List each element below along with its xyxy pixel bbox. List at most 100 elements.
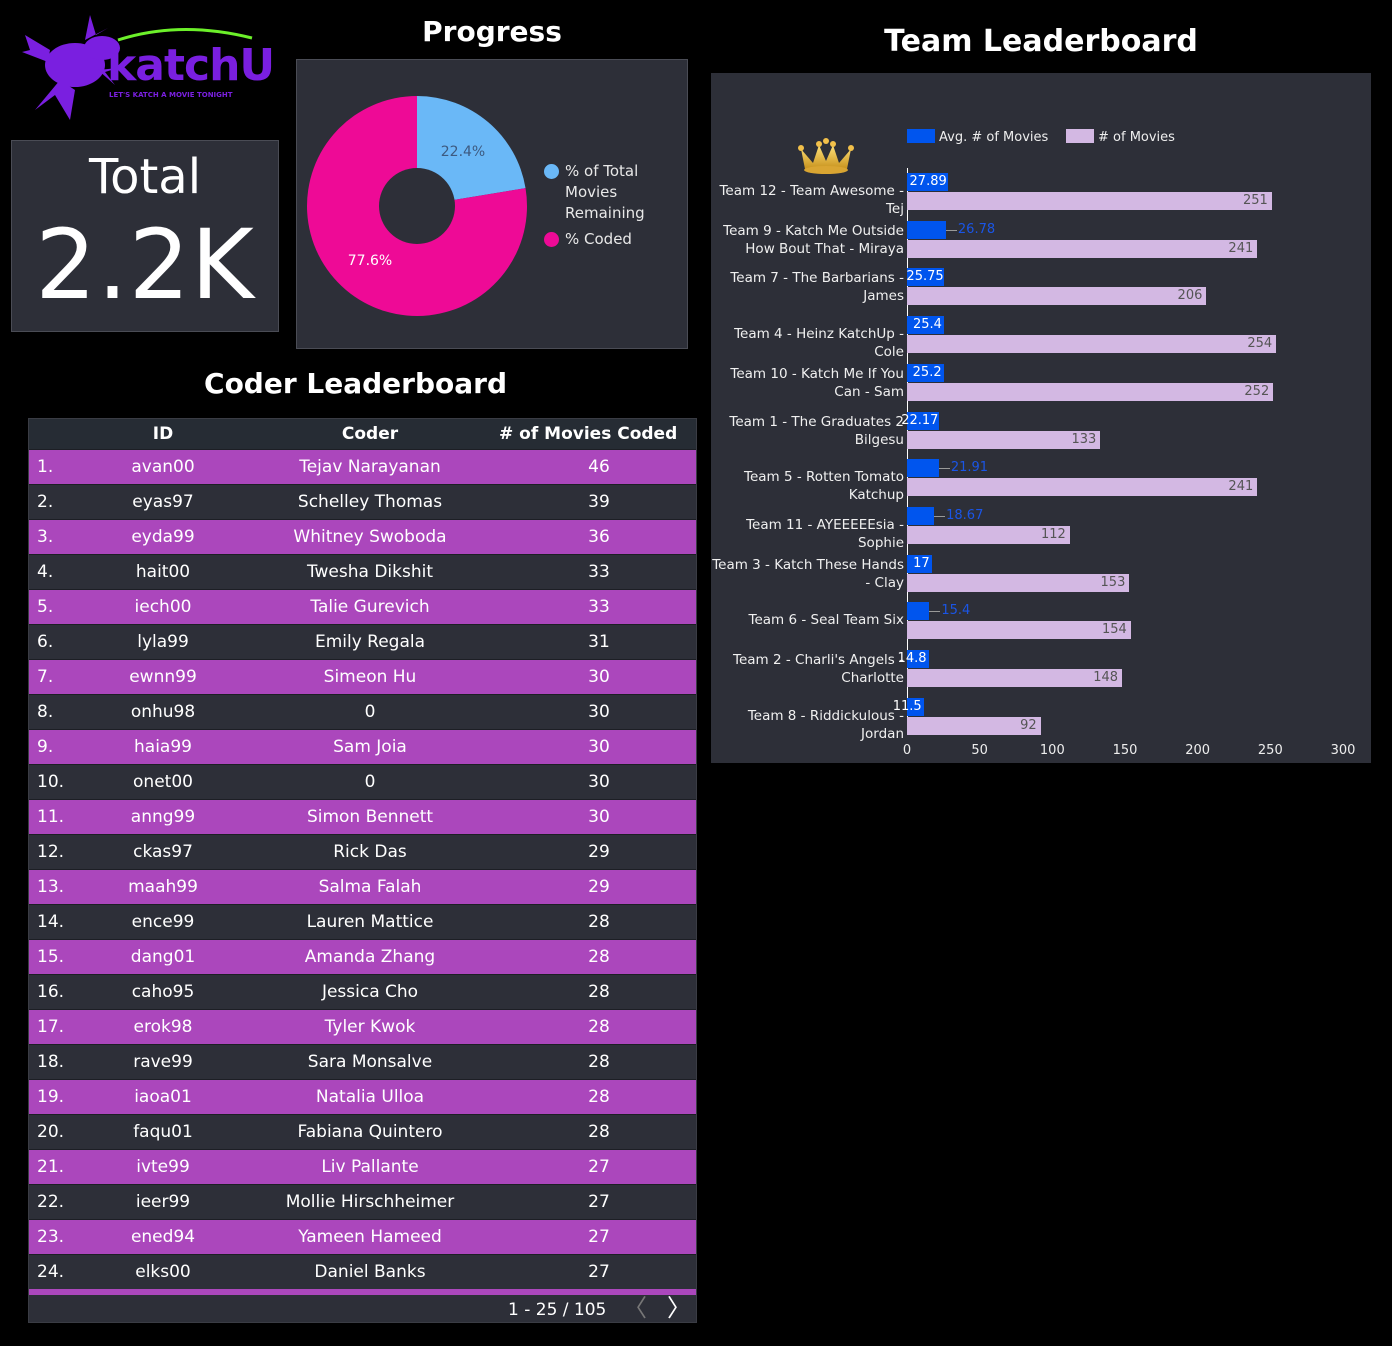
value-label-avg: 15.4 — [941, 603, 971, 619]
donut-chart: 22.4% 77.6% — [307, 96, 527, 316]
id-cell: ckas97 — [133, 842, 193, 862]
y-axis-line — [907, 168, 908, 735]
bar-movies[interactable] — [907, 573, 1130, 592]
bar-avg-movies[interactable] — [907, 650, 929, 668]
table-row[interactable]: 19. iaoa01 Natalia Ulloa 28 — [29, 1079, 696, 1114]
rank-cell: 12. — [37, 842, 65, 862]
count-cell: 30 — [588, 702, 610, 722]
bar-movies[interactable] — [907, 192, 1272, 210]
legend-swatch-avg — [907, 129, 935, 143]
value-label-movies: 153 — [1100, 574, 1126, 590]
team-label: Team 4 - Heinz KatchUp - Cole — [734, 326, 904, 361]
table-row[interactable]: 3. eyda99 Whitney Swoboda 36 — [29, 519, 696, 554]
previous-page-button[interactable]: 〈 — [623, 1294, 647, 1322]
bar-avg-movies[interactable] — [907, 316, 944, 335]
legend-item-movies[interactable]: # of Movies — [1066, 129, 1175, 145]
rank-cell: 10. — [37, 772, 65, 792]
coder-leaderboard-title: Coder Leaderboard — [204, 367, 507, 400]
bar-avg-movies[interactable] — [907, 697, 924, 716]
team-label: Team 8 - Riddickulous - Jordan — [747, 707, 904, 742]
rank-cell: 11. — [37, 807, 65, 827]
table-row[interactable]: 13. maah99 Salma Falah 29 — [29, 869, 696, 904]
count-cell: 33 — [588, 597, 610, 617]
katchu-logo: katchU LET'S KATCH A MOVIE TONIGHT — [20, 10, 285, 125]
bar-avg-movies[interactable] — [907, 268, 945, 287]
column-header-id[interactable]: ID — [152, 424, 174, 444]
value-label-movies: 133 — [1071, 431, 1097, 447]
bar-movies[interactable] — [907, 525, 1070, 544]
table-row[interactable]: 22. ieer99 Mollie Hirschheimer 27 — [29, 1184, 696, 1219]
total-value: 2.2K — [35, 209, 255, 321]
total-label: Total — [88, 149, 202, 205]
bar-avg-movies[interactable] — [907, 220, 946, 239]
bar-movies[interactable] — [907, 335, 1277, 354]
count-cell: 27 — [588, 1157, 610, 1177]
coder-cell: Talie Gurevich — [310, 597, 430, 617]
coder-leaderboard-table: ID Coder # of Movies Coded ▼ 1. avan00 Tej… — [28, 418, 697, 1323]
table-row[interactable]: 21. ivte99 Liv Pallante 27 — [29, 1149, 696, 1184]
table-row[interactable]: 4. hait00 Twesha Dikshit 33 — [29, 554, 696, 589]
rank-cell: 3. — [37, 527, 54, 547]
column-header-coder[interactable]: Coder — [341, 424, 399, 444]
slice-remaining[interactable] — [417, 96, 526, 206]
table-row[interactable]: 2. eyas97 Schelley Thomas 39 — [29, 484, 696, 519]
rank-cell: 5. — [37, 597, 54, 617]
id-cell: erok98 — [133, 1017, 193, 1037]
id-cell: elks00 — [135, 1262, 191, 1282]
table-row[interactable]: 15. dang01 Amanda Zhang 28 — [29, 939, 696, 974]
table-row[interactable]: 10. onet00 0 30 — [29, 764, 696, 799]
value-label-movies: 254 — [1247, 336, 1273, 352]
table-row[interactable]: 7. ewnn99 Simeon Hu 30 — [29, 659, 696, 694]
bar-avg-movies[interactable] — [907, 173, 948, 191]
x-tick-label: 0 — [902, 743, 912, 758]
bar-avg-movies[interactable] — [907, 411, 940, 430]
bar-movies[interactable] — [907, 287, 1207, 306]
table-row[interactable]: 11. anng99 Simon Bennett 30 — [29, 799, 696, 834]
table-row[interactable]: 18. rave99 Sara Monsalve 28 — [29, 1044, 696, 1079]
table-row[interactable]: 16. caho95 Jessica Cho 28 — [29, 974, 696, 1009]
table-row[interactable]: 17. erok98 Tyler Kwok 28 — [29, 1009, 696, 1044]
table-row[interactable]: 12. ckas97 Rick Das 29 — [29, 834, 696, 869]
rank-cell: 19. — [37, 1087, 65, 1107]
rank-cell: 6. — [37, 632, 54, 652]
bar-movies[interactable] — [907, 478, 1258, 497]
value-label-avg: 14.8 — [897, 651, 927, 666]
x-tick-label: 300 — [1330, 743, 1356, 758]
coder-cell: Salma Falah — [318, 877, 422, 897]
bar-avg-movies[interactable] — [907, 602, 930, 621]
table-row[interactable]: 9. haia99 Sam Joia 30 — [29, 729, 696, 764]
legend-item-avg[interactable]: Avg. # of Movies — [907, 129, 1048, 145]
value-label-avg: 25.75 — [906, 269, 944, 285]
bar-movies[interactable] — [907, 669, 1123, 687]
table-row[interactable]: 6. lyla99 Emily Regala 31 — [29, 624, 696, 659]
bar-movies[interactable] — [907, 239, 1258, 258]
id-cell: iaoa01 — [134, 1087, 192, 1107]
count-cell: 28 — [588, 1087, 610, 1107]
count-cell: 30 — [588, 807, 610, 827]
bar-avg-movies[interactable] — [907, 363, 944, 382]
coder-cell: Simon Bennett — [306, 807, 434, 827]
value-label-avg: 22.17 — [901, 412, 939, 428]
bar-movies[interactable] — [907, 382, 1274, 401]
coder-cell: 0 — [364, 772, 376, 792]
table-row[interactable]: 23. ened94 Yameen Hameed 27 — [29, 1219, 696, 1254]
table-row[interactable]: 14. ence99 Lauren Mattice 28 — [29, 904, 696, 939]
bar-movies[interactable] — [907, 621, 1131, 640]
table-row[interactable]: 20. faqu01 Fabiana Quintero 28 — [29, 1114, 696, 1149]
count-cell: 39 — [588, 492, 610, 512]
bar-avg-movies[interactable] — [907, 459, 939, 478]
leader-line — [929, 611, 941, 613]
bar-avg-movies[interactable] — [907, 506, 935, 525]
table-row[interactable]: 5. iech00 Talie Gurevich 33 — [29, 589, 696, 624]
table-row[interactable]: 8. onhu98 0 30 — [29, 694, 696, 729]
bar-avg-movies[interactable] — [907, 554, 932, 573]
id-cell: hait00 — [135, 562, 191, 582]
x-tick-label: 150 — [1112, 743, 1138, 758]
table-row[interactable]: 1. avan00 Tejav Narayanan 46 — [29, 449, 696, 484]
bar-movies[interactable] — [907, 430, 1101, 449]
table-row[interactable]: 24. elks00 Daniel Banks 27 — [29, 1254, 696, 1289]
coder-cell: Tejav Narayanan — [299, 457, 441, 477]
bar-movies[interactable] — [907, 716, 1041, 735]
next-page-button[interactable]: 〉 — [667, 1294, 691, 1322]
total-scorecard: Total 2.2K — [11, 140, 279, 332]
